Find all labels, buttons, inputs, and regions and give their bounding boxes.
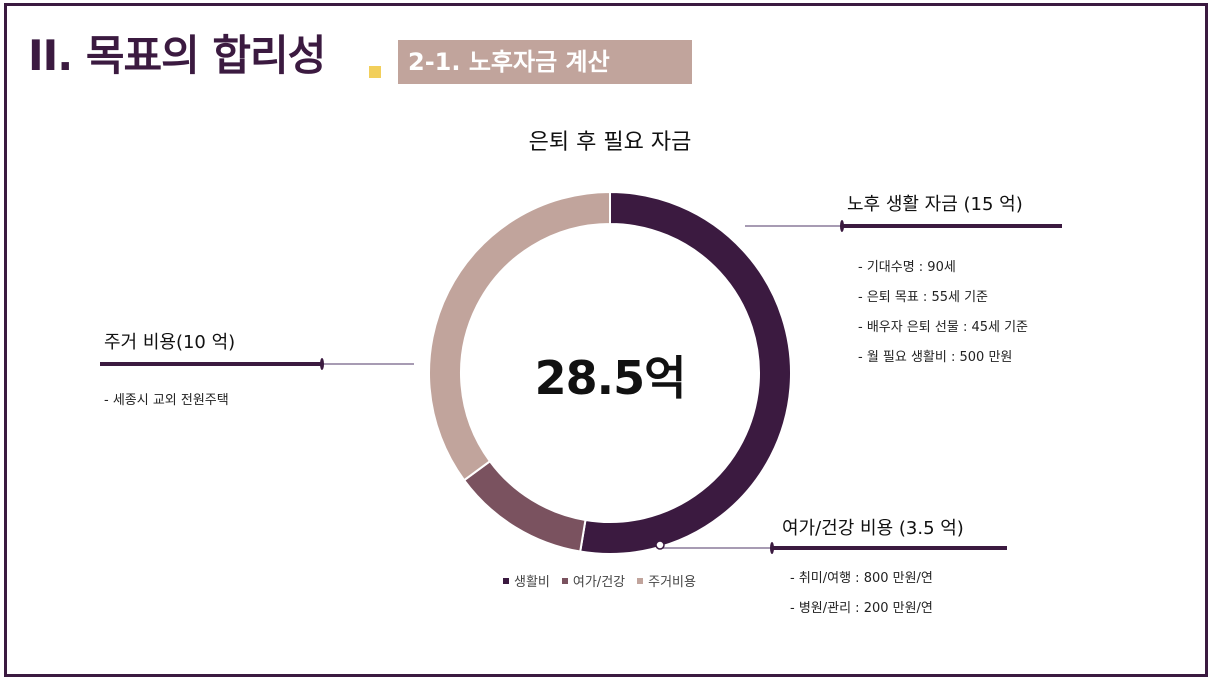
list-item: - 병원/관리 : 200 만원/연: [790, 601, 933, 616]
donut-slice-leisure: [462, 459, 587, 553]
legend-item-living: 생활비: [503, 571, 550, 590]
list-item: - 기대수명 : 90세: [858, 260, 956, 275]
page-title: II. 목표의 합리성: [28, 31, 326, 80]
leisure-leader-anchor: [655, 540, 665, 550]
legend-item-leisure: 여가/건강: [561, 571, 626, 590]
legend-item-housing: 주거비용: [637, 571, 696, 590]
leisure-callout-list: - 취미/여행 : 800 만원/연 - 병원/관리 : 200 만원/연: [790, 567, 933, 627]
living-callout-list: - 기대수명 : 90세 - 은퇴 목표 : 55세 기준 - 배우자 은퇴 선…: [858, 256, 1028, 376]
section-tag: 2-1. 노후자금 계산: [398, 40, 692, 84]
slide-frame: [4, 3, 1208, 677]
legend-label: 생활비: [514, 575, 550, 590]
callout-lines: [100, 220, 1062, 554]
legend-label: 주거비용: [648, 575, 696, 590]
list-item: - 취미/여행 : 800 만원/연: [790, 571, 933, 586]
list-item: - 배우자 은퇴 선물 : 45세 기준: [858, 320, 1029, 335]
legend-label: 여가/건강: [572, 575, 626, 590]
title-accent-dot: [369, 66, 381, 78]
center-total-value: 28.5억: [534, 351, 687, 405]
living-leader-node: [840, 220, 844, 232]
donut-slice-housing: [428, 190, 611, 482]
leisure-leader-node: [770, 542, 774, 554]
list-item: - 은퇴 목표 : 55세 기준: [858, 290, 988, 305]
housing-leader-node: [320, 358, 324, 370]
legend-swatch: [637, 577, 644, 584]
list-item: - 월 필요 생활비 : 500 만원: [858, 350, 1013, 365]
chart-title: 은퇴 후 필요 자금: [528, 130, 692, 155]
chart-legend: 생활비 여가/건강 주거비용: [503, 571, 696, 590]
legend-swatch: [503, 577, 509, 584]
housing-callout-list: - 세종시 교외 전원주택: [104, 389, 229, 419]
list-item: - 세종시 교외 전원주택: [104, 393, 229, 408]
leisure-callout-heading: 여가/건강 비용 (3.5 억): [782, 518, 964, 539]
living-callout-heading: 노후 생활 자금 (15 억): [847, 194, 1023, 215]
legend-swatch: [561, 577, 568, 584]
housing-callout-heading: 주거 비용(10 억): [104, 332, 236, 353]
donut-slice-living: [579, 190, 792, 555]
